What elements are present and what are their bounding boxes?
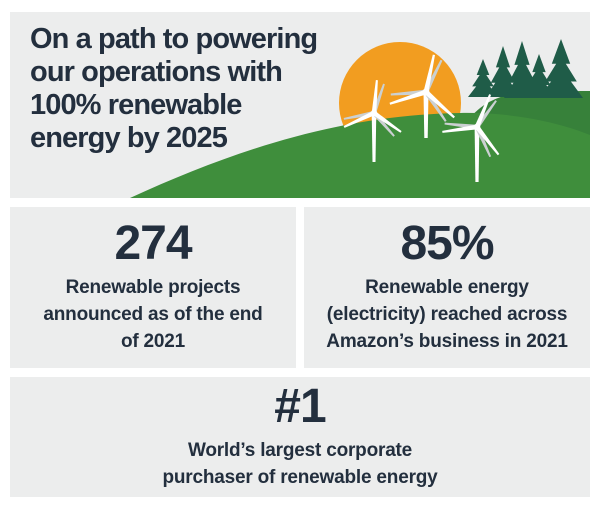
- wind-turbine: [440, 82, 520, 182]
- turbine-pole: [423, 92, 429, 138]
- stat-card-renewable-projects: 274 Renewable projects announced as of t…: [10, 207, 296, 368]
- stats-row: 274 Renewable projects announced as of t…: [10, 207, 590, 368]
- pine-tree: [539, 39, 583, 98]
- page-title: On a path to powering our operations wit…: [30, 23, 318, 155]
- pine-tree: [468, 59, 498, 97]
- stat-value: 274: [114, 216, 192, 270]
- turbine-hub: [370, 109, 378, 117]
- stat-card-largest-purchaser: #1 World’s largest corporate purchaser o…: [10, 377, 590, 497]
- pine-tree: [486, 46, 520, 97]
- wind-turbine: [388, 46, 471, 138]
- wind-turbine: [342, 74, 411, 162]
- turbine-pole: [474, 127, 480, 182]
- stat-card-renewable-energy-share: 85% Renewable energy (electricity) reach…: [304, 207, 590, 368]
- renewable-energy-illustration: [10, 12, 590, 198]
- stat-label: Renewable projects announced as of the e…: [43, 277, 263, 353]
- pine-trees: [468, 39, 583, 98]
- stat-label: Renewable energy (electricity) reached a…: [326, 277, 568, 353]
- turbine-pole: [371, 113, 377, 162]
- stat-value: 85%: [400, 216, 494, 270]
- turbine-hub: [422, 88, 430, 96]
- hero-panel: On a path to powering our operations wit…: [10, 12, 590, 198]
- turbine-hub: [473, 123, 481, 131]
- stat-label: World’s largest corporate purchaser of r…: [162, 440, 438, 489]
- stat-value: #1: [274, 379, 326, 433]
- pine-tree: [523, 54, 555, 97]
